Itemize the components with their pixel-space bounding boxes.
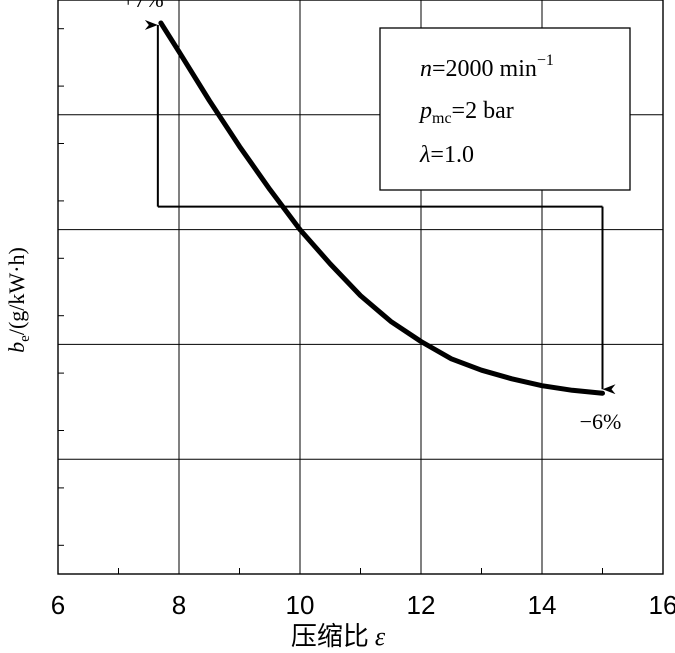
x-tick-label: 12 xyxy=(407,590,436,620)
x-tick-label: 16 xyxy=(649,590,675,620)
info-line-speed: n=2000 min−1 xyxy=(420,52,554,82)
annotation-minus-6: −6% xyxy=(580,409,622,434)
series-line xyxy=(158,20,605,396)
info-line-pressure: pmc=2 bar xyxy=(418,98,514,127)
info-line-lambda: λ=1.0 xyxy=(419,142,474,168)
x-axis-label: 压缩比 ε xyxy=(291,621,386,651)
info-box: n=2000 min−1 pmc=2 bar λ=1.0 xyxy=(379,27,631,191)
info-box-frame xyxy=(379,27,631,191)
axis-ticks xyxy=(58,28,603,574)
annotation-plus-7: +7% xyxy=(122,0,164,12)
x-tick-label: 14 xyxy=(528,590,557,620)
reference-bracket xyxy=(144,19,616,395)
y-axis-label: be/(g/kW·h) xyxy=(4,247,33,353)
x-tick-label: 6 xyxy=(51,590,65,620)
x-tick-labels: 6 8 10 12 14 16 xyxy=(51,590,675,620)
x-tick-label: 10 xyxy=(286,590,315,620)
x-tick-label: 8 xyxy=(172,590,186,620)
